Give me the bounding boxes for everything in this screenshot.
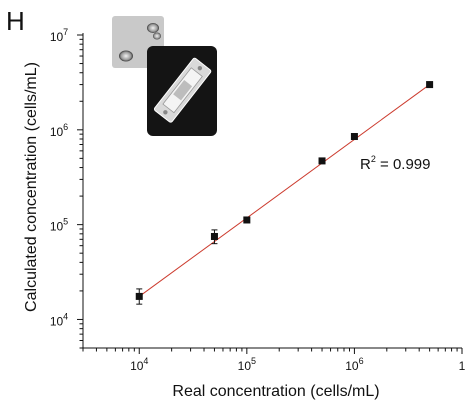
y-tick-label: 106 (50, 122, 68, 139)
x-axis-ticks: 104 105 106 1 (82, 348, 465, 373)
data-points (135, 81, 434, 305)
data-point (350, 133, 358, 141)
regression-line (138, 84, 430, 297)
data-point (210, 232, 218, 240)
y-axis-ticks: 104 105 106 107 (50, 27, 83, 349)
fit-line (138, 84, 430, 297)
x-tick-label: 1 (459, 359, 465, 373)
x-tick-label: 106 (345, 356, 363, 373)
y-tick-label: 107 (50, 27, 68, 44)
data-point (243, 216, 251, 224)
y-axis-title: Calculated concentration (cells/mL) (23, 62, 40, 312)
data-point (318, 157, 326, 165)
counting-chamber-photo (147, 46, 217, 136)
x-axis-title: Real concentration (cells/mL) (172, 383, 379, 400)
panel-label: H (6, 6, 25, 36)
x-tick-label: 105 (238, 356, 256, 373)
y-tick-label: 105 (50, 217, 68, 234)
y-tick-label: 104 (50, 311, 68, 328)
x-tick-label: 104 (130, 356, 148, 373)
data-point (135, 292, 143, 300)
data-point (426, 81, 434, 89)
axes (82, 33, 462, 349)
r-squared-annotation: R2 = 0.999 (360, 154, 431, 173)
